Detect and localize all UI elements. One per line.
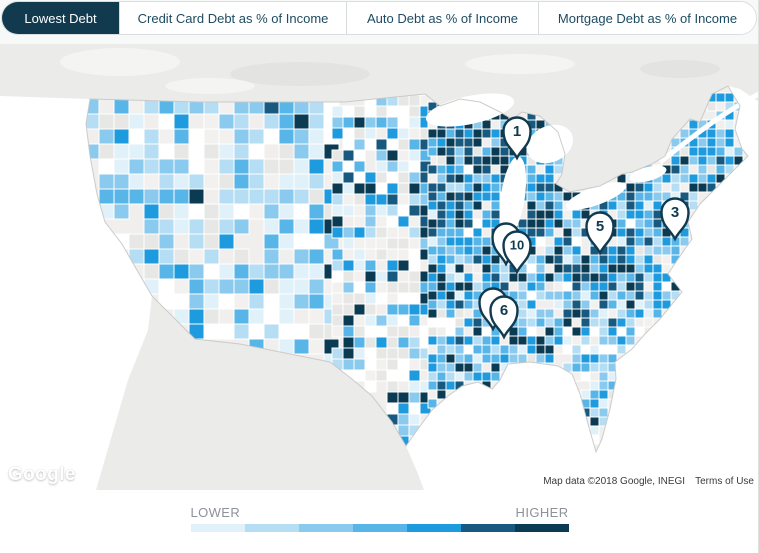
legend-gradient-bar	[190, 524, 569, 532]
map-data-credit: Map data ©2018 Google, INEGI	[538, 474, 691, 490]
legend-color-segment	[406, 524, 461, 532]
terms-of-use-link[interactable]: Terms of Use	[690, 474, 759, 490]
debt-metric-tabbar: Lowest Debt Credit Card Debt as % of Inco…	[1, 1, 757, 35]
great-lakes	[425, 91, 759, 236]
legend-color-segment	[352, 524, 407, 532]
legend-footer: LOWER HIGHER	[0, 490, 759, 553]
legend-color-segment	[514, 524, 569, 532]
lake-michigan	[499, 156, 527, 236]
map-canvas[interactable]: 1 3 5 10 6	[0, 44, 759, 490]
lake-ontario	[629, 165, 667, 183]
legend-color-segment	[190, 524, 245, 532]
map-marker-6[interactable]: 6	[478, 287, 519, 340]
mexico-landmass	[96, 296, 424, 490]
map-attribution: Map data ©2018 Google, INEGI Terms of Us…	[538, 474, 759, 490]
marker-number-label: 1	[513, 123, 521, 140]
marker-number-label: 10	[510, 238, 524, 253]
map-marker-10[interactable]: 10	[491, 222, 532, 275]
tab-auto-debt-as-of-income[interactable]: Auto Debt as % of Income	[346, 2, 538, 34]
marker-number-label: 5	[596, 218, 604, 235]
legend-lower-label: LOWER	[190, 505, 241, 520]
map-marker-5[interactable]: 5	[585, 211, 615, 256]
tab-credit-card-debt-as-of-income[interactable]: Credit Card Debt as % of Income	[119, 2, 346, 34]
map-markers-layer: 1 3 5 10 6	[478, 116, 690, 340]
lake-huron	[526, 124, 574, 164]
st-lawrence-river	[658, 91, 759, 164]
legend-color-segment	[244, 524, 299, 532]
map-marker-1[interactable]: 1	[502, 116, 532, 161]
canada-terrain-texture	[60, 48, 720, 94]
choropleth-map[interactable]: 1 3 5 10 6	[0, 44, 759, 490]
legend-higher-label: HIGHER	[515, 505, 569, 520]
lake-erie	[565, 182, 627, 210]
legend-color-segment	[298, 524, 353, 532]
legend-color-segment	[460, 524, 515, 532]
lake-superior	[425, 93, 515, 127]
us-border-outline	[85, 85, 749, 454]
marker-number-label: 6	[500, 302, 508, 319]
tab-lowest-debt[interactable]: Lowest Debt	[2, 2, 119, 34]
tab-mortgage-debt-as-of-income[interactable]: Mortgage Debt as % of Income	[538, 2, 756, 34]
google-logo[interactable]: Google	[8, 464, 76, 485]
marker-number-label: 3	[671, 204, 679, 221]
color-legend: LOWER HIGHER	[190, 490, 569, 532]
map-marker-3[interactable]: 3	[660, 197, 690, 242]
